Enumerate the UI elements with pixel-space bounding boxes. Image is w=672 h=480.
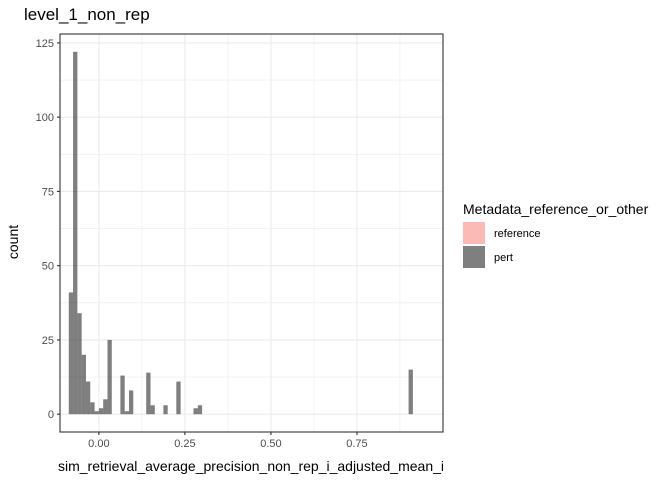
legend-label-reference: reference <box>494 228 540 240</box>
major-gridlines <box>60 34 443 432</box>
x-axis-title: sim_retrieval_average_precision_non_rep_… <box>58 458 444 474</box>
histogram-bar-pert <box>193 408 198 415</box>
legend-key-pert <box>463 246 485 268</box>
x-tick-label: 0.75 <box>346 438 367 450</box>
histogram-bar-pert <box>68 292 74 415</box>
histogram-bars <box>68 51 413 415</box>
histogram-bar-pert <box>120 375 125 415</box>
histogram-bar-pert <box>98 408 104 415</box>
histogram-bar-pert <box>81 354 86 415</box>
legend-label-pert: pert <box>494 252 513 264</box>
x-tick-label: 0.50 <box>260 438 281 450</box>
x-tick-label: 0.00 <box>88 438 109 450</box>
histogram-bar-pert <box>107 339 112 415</box>
histogram-bar-pert <box>90 402 95 415</box>
legend-key-reference <box>463 222 485 244</box>
histogram-bar-pert <box>408 369 413 415</box>
histogram-bar-pert <box>163 405 168 415</box>
y-tick-label: 25 <box>42 335 54 347</box>
histogram-bar-pert <box>94 411 99 415</box>
x-tick-label: 0.25 <box>174 438 195 450</box>
plot-panel <box>60 34 443 432</box>
legend: Metadata_reference_or_other reference pe… <box>463 201 649 268</box>
y-tick-label: 125 <box>36 38 54 50</box>
histogram-bar-pert <box>73 51 78 415</box>
histogram-bar-pert <box>103 399 108 415</box>
histogram-bar-pert <box>176 381 181 415</box>
histogram-bar-pert <box>124 411 129 415</box>
y-tick-label: 0 <box>48 409 54 421</box>
histogram-bar-pert <box>77 313 82 415</box>
x-axis-ticks: 0.00 0.25 0.50 0.75 <box>88 432 368 450</box>
chart-title: level_1_non_rep <box>24 5 150 24</box>
plot-border <box>59 33 444 433</box>
histogram-bar-pert <box>85 381 91 415</box>
y-axis-ticks: 0 25 50 75 100 125 <box>36 38 60 421</box>
histogram-bar-pert <box>197 405 203 415</box>
histogram-bar-pert <box>128 390 134 415</box>
y-axis-title: count <box>5 225 21 259</box>
legend-title: Metadata_reference_or_other <box>463 201 649 217</box>
y-tick-label: 75 <box>42 186 54 198</box>
y-tick-label: 100 <box>36 112 54 124</box>
histogram-bar-pert <box>150 405 155 415</box>
y-tick-label: 50 <box>42 261 54 273</box>
histogram-bar-pert <box>146 372 151 415</box>
